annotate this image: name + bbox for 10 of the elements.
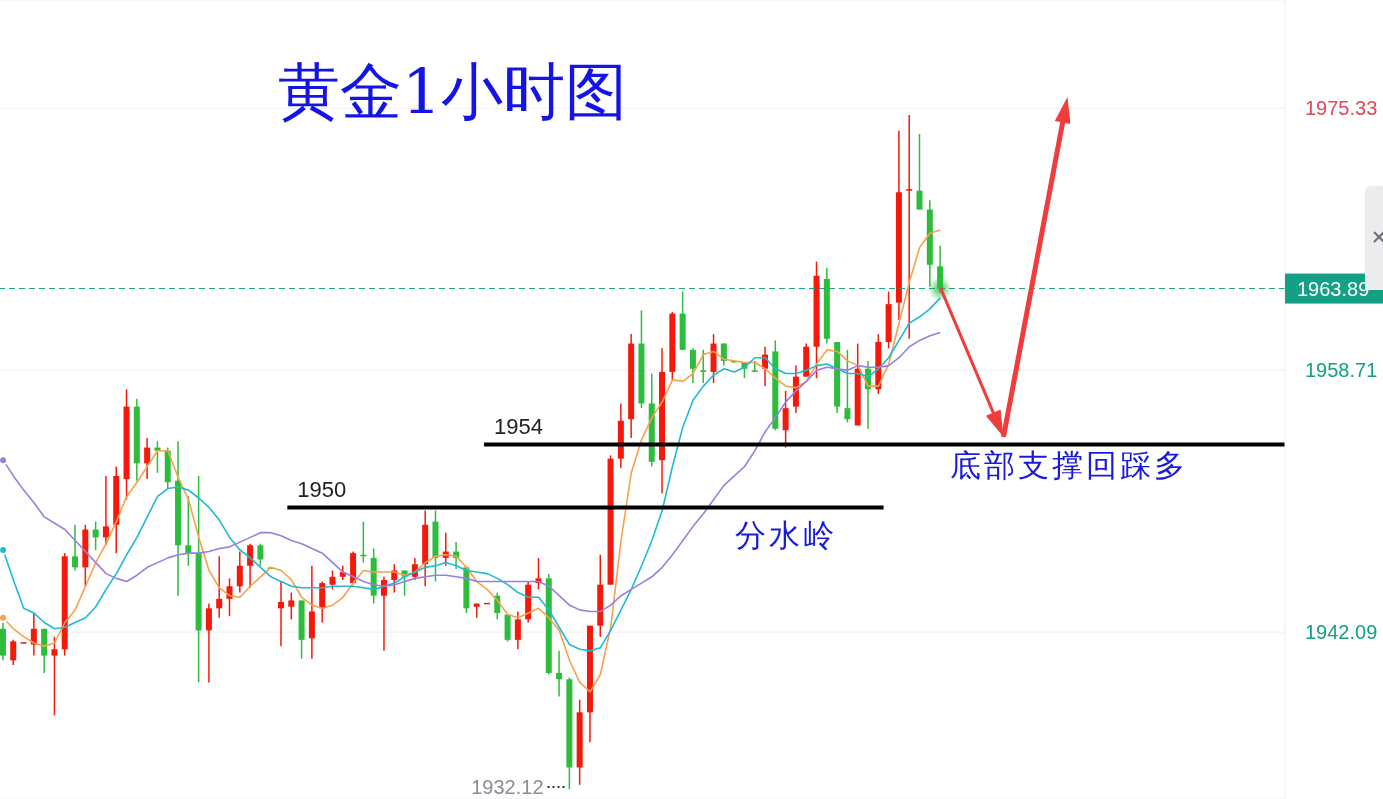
annotation: 1932.12 [471,776,544,798]
text: 底部支撑回踩多 [950,447,1188,485]
ref-line-label: 1963.89 [1297,277,1370,300]
y-tick-label: 1975.33 [1305,97,1378,120]
ref-line-label: 1954 [494,414,543,440]
annotation: 分水岭 [735,517,837,555]
y-tick-label: 1942.09 [1305,621,1378,644]
y-tick-label: 1958.71 [1305,359,1378,382]
ref-line-label: 1950 [297,477,347,503]
text: 黄金1小时图 [278,55,628,128]
